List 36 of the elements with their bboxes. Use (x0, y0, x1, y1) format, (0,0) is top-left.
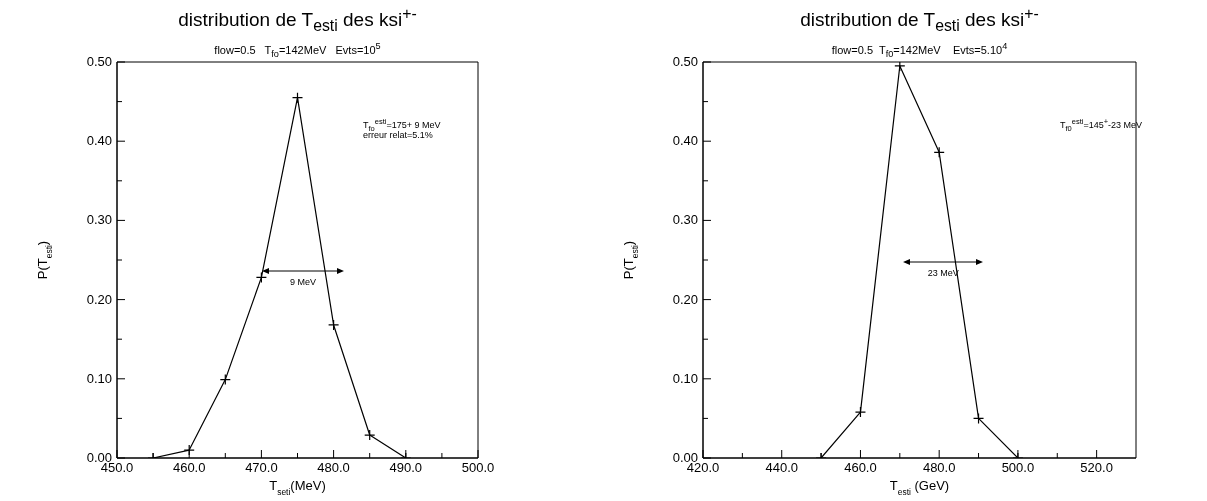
y-tick-label: 0.30 (86, 212, 112, 228)
point (291, 92, 304, 104)
x-tick-label: 440.0 (765, 460, 798, 475)
point (933, 146, 945, 158)
chart-subtitle: flow=0.5 T$_{f0}$=142MeV Evts=5.10$^{4}$ (830, 40, 1009, 61)
y-tick-label: 0.50 (86, 54, 112, 69)
y-tick-label: 0.20 (86, 291, 112, 307)
y-tick-label: 0.30 (672, 212, 698, 228)
y-tick-label: 0.40 (86, 133, 112, 149)
x-tick-label: 460.0 (172, 460, 206, 475)
x-tick-label: 480.0 (317, 460, 350, 475)
x-tick-label: 470.0 (245, 460, 278, 475)
point (219, 373, 231, 386)
x-tick-label: 500.0 (461, 460, 495, 475)
chart-title: distribution de T$_{esti}$ des ksi$^{+-}$ (799, 4, 1040, 37)
y-tick-label: 0.50 (672, 54, 698, 69)
point (894, 62, 906, 72)
y-tick-label: 0.10 (672, 370, 698, 386)
annotation: T$_{f0}$$^{esti}$=145$^{+}$-23 MeV (1060, 117, 1143, 133)
x-tick-label: 520.0 (1080, 460, 1113, 475)
x-tick-label: 480.0 (922, 460, 956, 475)
x-tick-label: 490.0 (389, 460, 423, 475)
point (364, 429, 376, 441)
point (255, 271, 267, 284)
x-axis-title: T$_{seti}$(MeV) (269, 478, 326, 497)
annotation: 9 MeV (288, 277, 317, 288)
chart-subtitle: flow=0.5 T$_{fo}$=142MeV Evts=10$^{5}$ (213, 40, 382, 61)
y-tick-label: 0.40 (672, 133, 698, 149)
x-tick-label: 460.0 (844, 460, 877, 475)
annotation: erreur relat=5.1% (363, 130, 433, 140)
y-tick-label: 0.20 (672, 291, 698, 307)
x-axis-title: T$_{esti}$ (GeV) (889, 478, 950, 497)
y-tick-label: 0.10 (86, 370, 112, 386)
x-tick-label: 500.0 (1001, 460, 1035, 475)
chart-title: distribution de T$_{esti}$ des ksi$^{+-}$ (177, 4, 418, 37)
point (328, 319, 340, 331)
